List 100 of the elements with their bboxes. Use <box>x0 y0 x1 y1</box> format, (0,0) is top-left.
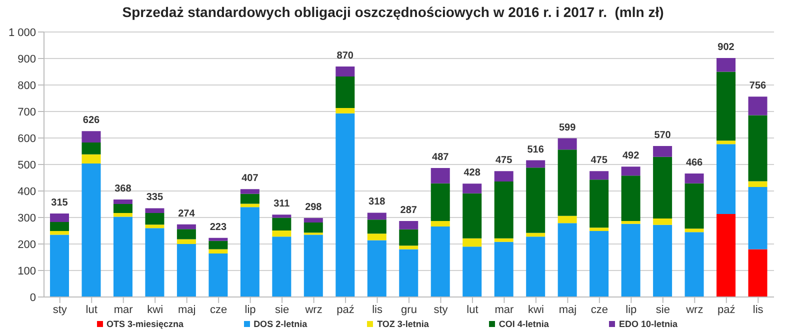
bar <box>208 249 228 254</box>
legend-label: OTS 3-miesięczna <box>106 319 184 329</box>
bar <box>176 224 196 230</box>
chart-title: Sprzedaż standardowych obligacji oszczędnościowych w 2016 r. i 2017 r. (mln zł) <box>121 3 665 22</box>
x-tick-label: sie <box>275 304 290 316</box>
x-tick-label: mar <box>494 304 514 316</box>
y-tick-label: 400 <box>18 186 36 198</box>
x-tick-label: sie <box>656 304 670 316</box>
bar <box>558 223 577 297</box>
bar <box>208 238 228 241</box>
bar <box>653 146 672 157</box>
bar <box>621 220 640 224</box>
bar <box>590 231 609 297</box>
bar <box>621 176 640 221</box>
bar <box>272 214 292 218</box>
x-tick-label: maj <box>178 304 196 316</box>
bar <box>304 234 323 297</box>
bar <box>653 224 672 297</box>
total-label: 870 <box>336 50 354 62</box>
bar <box>590 228 609 232</box>
bar <box>176 244 196 297</box>
bar <box>558 216 577 224</box>
bar <box>50 231 69 235</box>
legend-label: DOS 2-letnia <box>252 319 308 329</box>
bar <box>367 234 386 240</box>
bar <box>430 220 450 227</box>
bar <box>399 220 418 230</box>
bar <box>684 183 704 229</box>
total-label: 599 <box>558 122 576 134</box>
x-tick-label: lip <box>244 304 256 316</box>
bar <box>430 168 450 184</box>
bar <box>82 131 101 143</box>
x-tick-label: cze <box>590 304 608 316</box>
bar <box>145 212 164 225</box>
x-tick-label: lis <box>372 304 383 316</box>
y-tick-label: 100 <box>18 265 36 278</box>
bar <box>558 150 577 216</box>
bar <box>113 216 132 297</box>
total-label: 318 <box>368 196 386 208</box>
bar <box>145 224 164 228</box>
x-tick-label: paź <box>718 304 736 316</box>
bar <box>558 138 577 150</box>
bar <box>336 76 355 108</box>
x-tick-label: sty <box>52 304 68 316</box>
y-tick-label: 700 <box>18 106 36 118</box>
x-tick-label: gru <box>401 304 417 316</box>
bar <box>748 249 768 297</box>
x-tick-label: lip <box>626 304 637 316</box>
bar <box>367 220 386 234</box>
bar <box>430 226 450 297</box>
bar <box>748 96 768 116</box>
legend-label: COI 4-letnia <box>498 319 549 329</box>
bar <box>50 234 69 297</box>
y-tick-label: 900 <box>18 53 36 66</box>
bar <box>82 154 101 164</box>
bar <box>304 222 323 233</box>
total-label: 475 <box>496 155 513 166</box>
total-label: 466 <box>686 158 704 169</box>
total-label: 335 <box>146 192 164 204</box>
bar <box>399 229 418 246</box>
total-label: 475 <box>590 155 608 166</box>
bar <box>590 180 609 228</box>
total-label: 570 <box>654 130 672 141</box>
bar <box>494 171 514 182</box>
bar <box>462 193 482 238</box>
x-tick-label: lis <box>752 304 764 316</box>
bar <box>113 212 132 217</box>
bar <box>526 236 546 297</box>
bar <box>145 208 164 213</box>
bar <box>526 232 546 237</box>
bar <box>240 204 260 208</box>
bar <box>176 239 196 244</box>
y-tick-label: 1 000 <box>8 26 36 39</box>
bar <box>653 218 672 225</box>
total-label: 274 <box>178 208 196 220</box>
bar <box>494 242 514 297</box>
bar <box>684 174 704 184</box>
total-label: 298 <box>305 202 322 214</box>
bar <box>176 229 196 240</box>
bar <box>50 214 69 222</box>
x-tick-label: mar <box>114 304 134 316</box>
bar <box>82 142 101 154</box>
bar <box>399 249 418 297</box>
bar <box>716 58 736 72</box>
bar <box>430 183 450 221</box>
x-tick-label: wrz <box>304 304 322 316</box>
bar <box>304 218 323 223</box>
x-tick-label: lut <box>86 304 98 316</box>
bar <box>240 189 260 194</box>
bar <box>240 207 260 297</box>
bar <box>748 187 768 250</box>
total-label: 756 <box>749 80 767 92</box>
bar <box>113 199 132 204</box>
y-tick-label: 800 <box>18 80 36 92</box>
x-tick-label: sty <box>434 304 448 316</box>
x-tick-label: paź <box>336 304 354 316</box>
total-label: 287 <box>400 204 418 216</box>
x-tick-label: kwi <box>528 304 544 316</box>
bar <box>621 166 640 176</box>
y-tick-label: 0 <box>30 292 36 304</box>
